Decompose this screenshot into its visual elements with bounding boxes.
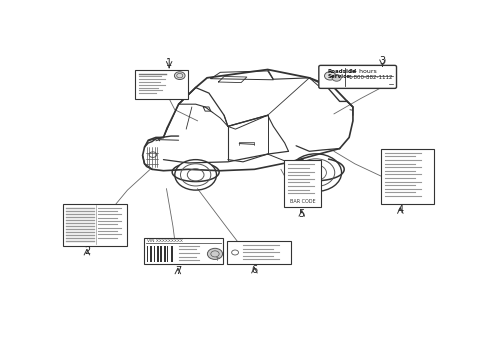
Bar — [230, 245, 239, 260]
Text: 5: 5 — [298, 209, 305, 219]
Text: T: T — [214, 257, 218, 262]
Bar — [143, 238, 223, 264]
Bar — [202, 244, 210, 253]
Text: 3: 3 — [379, 56, 385, 66]
Bar — [381, 149, 433, 204]
Text: Roadside: Roadside — [327, 69, 356, 74]
Text: 1-800-882-1112: 1-800-882-1112 — [347, 75, 392, 80]
Text: 4: 4 — [396, 205, 403, 215]
Text: BAR CODE: BAR CODE — [289, 199, 315, 204]
Bar — [146, 246, 147, 262]
Circle shape — [331, 75, 341, 81]
Text: Service: Service — [327, 74, 350, 79]
Text: VIN XXXXXXXXX: VIN XXXXXXXXX — [146, 239, 183, 243]
Circle shape — [207, 248, 222, 260]
Bar — [150, 246, 152, 262]
Bar — [153, 246, 154, 262]
Text: 24 hours: 24 hours — [348, 69, 376, 74]
Bar — [170, 246, 172, 262]
Bar — [163, 246, 165, 262]
Bar — [176, 87, 183, 96]
Bar — [63, 204, 127, 246]
Text: 7: 7 — [174, 266, 181, 276]
Bar — [202, 256, 210, 262]
Bar — [135, 69, 188, 99]
Bar — [284, 160, 321, 207]
Bar — [286, 198, 317, 204]
Bar — [160, 246, 161, 262]
Text: 1: 1 — [166, 58, 172, 68]
FancyBboxPatch shape — [318, 66, 396, 89]
Bar — [226, 241, 290, 264]
Text: 2: 2 — [83, 246, 90, 256]
Circle shape — [324, 72, 335, 80]
Text: 6: 6 — [251, 265, 257, 275]
Bar — [386, 194, 413, 201]
Bar — [167, 246, 168, 262]
Bar — [157, 246, 159, 262]
Circle shape — [174, 72, 184, 80]
